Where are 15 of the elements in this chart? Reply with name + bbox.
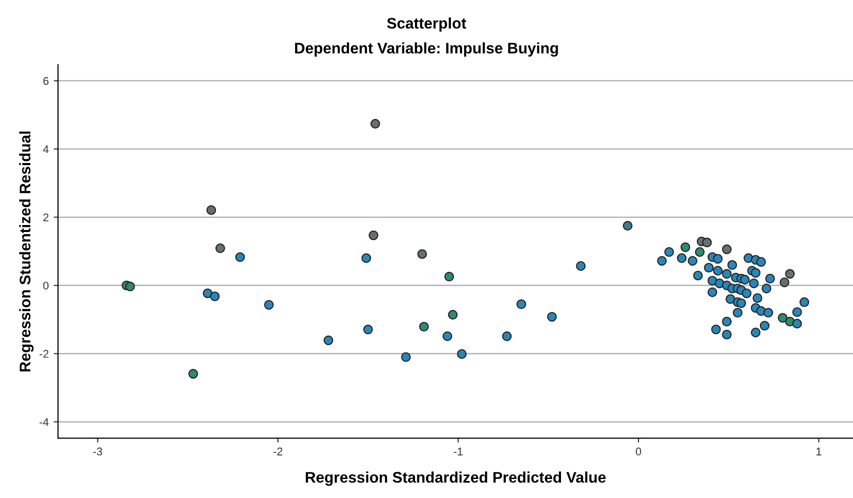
y-tick-label: 4 <box>43 145 49 154</box>
x-tick-label: -2 <box>273 448 282 456</box>
x-tick-label: -3 <box>93 448 102 456</box>
chart-title: Scatterplot <box>387 17 466 32</box>
chart-subtitle: Dependent Variable: Impulse Buying <box>295 42 558 57</box>
y-tick-label: 2 <box>43 213 48 222</box>
x-axis-title: Regression Standardized Predicted Value <box>306 472 606 486</box>
x-tick-label: 0 <box>636 448 642 456</box>
y-tick-label: -4 <box>40 418 49 426</box>
y-tick-label: 0 <box>43 282 49 290</box>
x-tick-label: -1 <box>454 448 463 456</box>
y-tick-label: -2 <box>40 350 48 358</box>
x-tick-label: 1 <box>816 448 822 456</box>
y-tick-label: 6 <box>43 77 48 85</box>
y-axis-title: Regression Studentized Residual <box>19 132 34 372</box>
